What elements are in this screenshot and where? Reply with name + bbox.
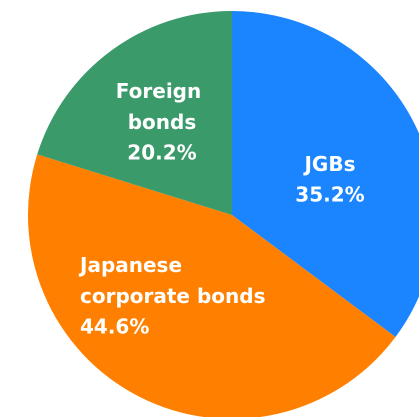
slice-label: Japanese corporate bonds [78, 253, 265, 308]
pie-slice [28, 154, 396, 417]
slice-value: 35.2% [295, 183, 364, 207]
pie-slice [37, 11, 232, 215]
slice-value: 44.6% [80, 315, 149, 339]
slice-value: 20.2% [127, 141, 196, 165]
pie-slice [232, 11, 419, 337]
slice-label: JGBs [302, 152, 355, 176]
slice-label: Foreign bonds [116, 79, 208, 134]
